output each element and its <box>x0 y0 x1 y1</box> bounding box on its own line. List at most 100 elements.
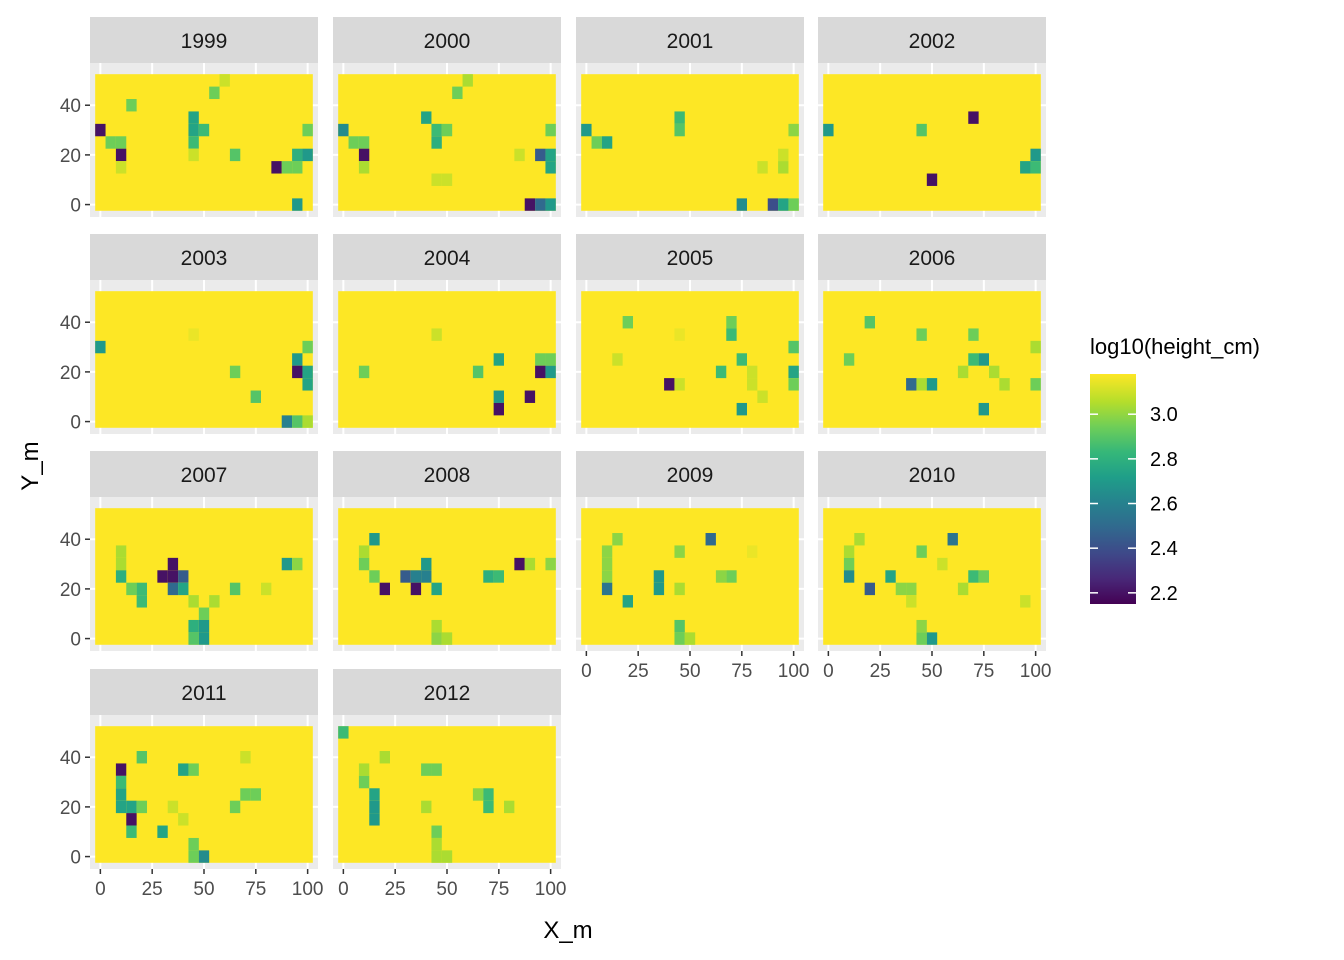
heatmap-cell <box>358 557 370 571</box>
heatmap-cell <box>601 136 613 149</box>
facet-strip-label: 2009 <box>667 464 714 487</box>
x-axis-label: X_m <box>543 917 592 944</box>
heatmap-cell <box>126 800 137 814</box>
heatmap-background-cells <box>95 291 313 428</box>
heatmap-cell <box>421 800 432 814</box>
heatmap-cell <box>178 570 189 583</box>
heatmap-cell <box>514 557 525 571</box>
legend-title: log10(height_cm) <box>1090 334 1260 359</box>
heatmap-background-cells <box>95 726 313 863</box>
heatmap-cell <box>747 378 758 391</box>
x-tick-label: 100 <box>1020 661 1052 682</box>
heatmap-cell <box>369 570 380 583</box>
heatmap-cell <box>545 161 556 174</box>
heatmap-cell <box>136 582 147 596</box>
heatmap-cell <box>906 595 917 608</box>
heatmap-cell <box>612 353 623 366</box>
heatmap-cell <box>747 545 758 558</box>
heatmap-cell <box>926 173 938 186</box>
heatmap-cell <box>843 353 855 366</box>
heatmap-cell <box>1030 161 1041 174</box>
heatmap-cell <box>535 148 546 162</box>
facet-strip-label: 2007 <box>181 464 228 487</box>
heatmap-cell <box>188 136 199 149</box>
y-tick-label: 20 <box>60 798 81 819</box>
heatmap-cell <box>601 557 613 571</box>
heatmap-cell <box>178 813 189 826</box>
heatmap-cell <box>778 161 789 174</box>
y-axis-label: Y_m <box>17 441 44 490</box>
x-tick-label: 75 <box>245 879 266 900</box>
x-tick-label: 100 <box>292 879 324 900</box>
heatmap-cell <box>493 353 504 366</box>
heatmap-cell <box>431 632 442 645</box>
heatmap-cell <box>188 632 199 645</box>
heatmap-cell <box>885 570 896 583</box>
heatmap-cell <box>198 632 210 645</box>
heatmap-cell <box>188 123 199 137</box>
heatmap-cell <box>126 99 137 112</box>
heatmap-cell <box>115 545 127 558</box>
facet-panel: 2010 0 25 50 75 100 <box>818 451 1051 682</box>
x-tick-label: 0 <box>581 661 592 682</box>
heatmap-cell <box>431 328 442 341</box>
heatmap-cell <box>369 788 380 801</box>
heatmap-cell <box>188 763 199 776</box>
heatmap-cell <box>115 148 127 162</box>
heatmap-cell <box>978 570 989 583</box>
heatmap-cell <box>421 557 432 571</box>
heatmap-cell <box>601 582 613 596</box>
facet-panel: 2001 <box>576 17 804 217</box>
heatmap-cell <box>198 607 210 620</box>
heatmap-cell <box>157 570 168 583</box>
x-tick-label: 25 <box>385 879 406 900</box>
facet-strip <box>90 234 318 280</box>
heatmap-cell <box>219 74 230 87</box>
heatmap-cell <box>167 582 179 596</box>
color-legend: log10(height_cm) 2.2 2.4 2.6 2.8 3.0 <box>1090 334 1260 605</box>
facet-strip-label: 2005 <box>667 247 714 270</box>
heatmap-background-cells <box>823 74 1041 211</box>
heatmap-background-cells <box>581 508 799 645</box>
heatmap-cell <box>358 136 370 149</box>
heatmap-cell <box>926 378 938 391</box>
heatmap-cell <box>1030 340 1041 354</box>
heatmap-cell <box>421 763 432 776</box>
heatmap-cell <box>188 850 199 863</box>
heatmap-cell <box>431 619 442 633</box>
heatmap-cell <box>250 788 261 801</box>
heatmap-background-cells <box>338 74 556 211</box>
heatmap-cell <box>612 533 623 546</box>
y-tick-label: 40 <box>60 530 81 551</box>
facet-strip <box>818 234 1046 280</box>
heatmap-cell <box>369 533 380 546</box>
heatmap-cell <box>358 775 370 789</box>
heatmap-cell <box>338 726 349 739</box>
heatmap-cell <box>292 148 303 162</box>
heatmap-background-cells <box>823 508 1041 645</box>
heatmap-cell <box>591 136 602 149</box>
facet-panel: 2005 <box>576 234 804 434</box>
facet-strip-label: 2012 <box>424 682 471 705</box>
heatmap-cell <box>757 390 768 403</box>
heatmap-cell <box>369 813 380 826</box>
heatmap-background-cells <box>823 291 1041 428</box>
heatmap-cell <box>441 173 453 186</box>
heatmap-cell <box>441 632 453 645</box>
heatmap-cell <box>653 582 665 596</box>
heatmap-cell <box>504 800 515 814</box>
heatmap-cell <box>136 595 147 608</box>
heatmap-cell <box>1030 378 1041 391</box>
heatmap-cell <box>229 582 241 596</box>
heatmap-cell <box>126 582 137 596</box>
heatmap-cell <box>493 390 504 403</box>
y-tick-label: 0 <box>70 848 81 869</box>
facet-panel: 2003 0 20 40 <box>60 234 318 434</box>
heatmap-cell <box>747 365 758 379</box>
heatmap-cell <box>788 340 799 354</box>
heatmap-cell <box>421 570 432 583</box>
x-tick-label: 0 <box>95 879 106 900</box>
heatmap-cell <box>188 148 199 162</box>
heatmap-cell <box>281 415 293 428</box>
heatmap-cell <box>302 340 313 354</box>
